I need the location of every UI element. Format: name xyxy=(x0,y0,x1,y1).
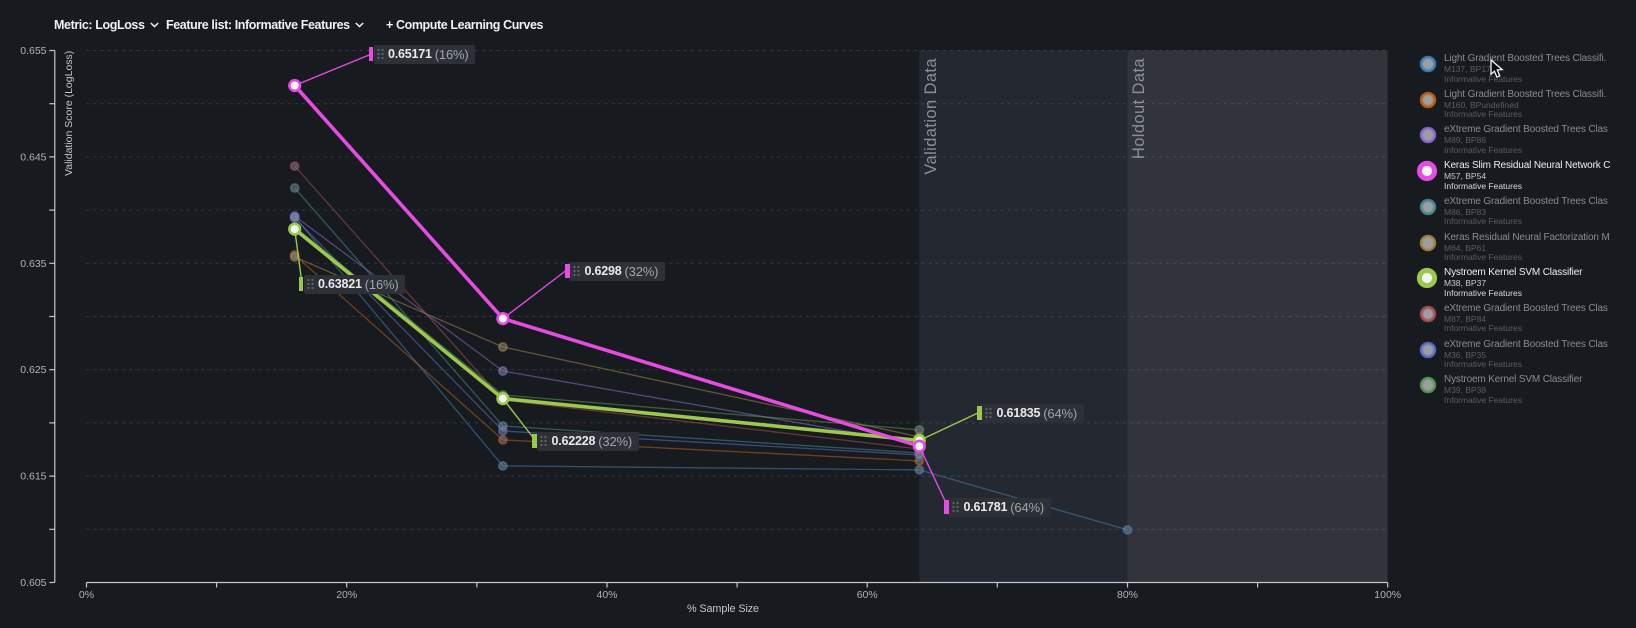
svg-text:0.605: 0.605 xyxy=(20,577,46,589)
svg-text:Validation Data: Validation Data xyxy=(922,58,940,175)
svg-text:100%: 100% xyxy=(1374,589,1401,601)
svg-text:Validation Score (LogLoss): Validation Score (LogLoss) xyxy=(63,51,75,176)
svg-text:0%: 0% xyxy=(79,589,94,601)
svg-text:0.615: 0.615 xyxy=(20,471,46,483)
svg-text:80%: 80% xyxy=(1117,589,1138,601)
svg-text:0.655: 0.655 xyxy=(20,45,46,57)
svg-text:20%: 20% xyxy=(336,589,357,601)
svg-text:0.645: 0.645 xyxy=(20,151,46,163)
svg-text:0.625: 0.625 xyxy=(20,364,46,376)
svg-text:40%: 40% xyxy=(596,589,617,601)
svg-text:Holdout Data: Holdout Data xyxy=(1130,58,1148,160)
svg-text:% Sample Size: % Sample Size xyxy=(687,603,759,615)
svg-text:0.635: 0.635 xyxy=(20,258,46,270)
svg-text:60%: 60% xyxy=(857,589,878,601)
